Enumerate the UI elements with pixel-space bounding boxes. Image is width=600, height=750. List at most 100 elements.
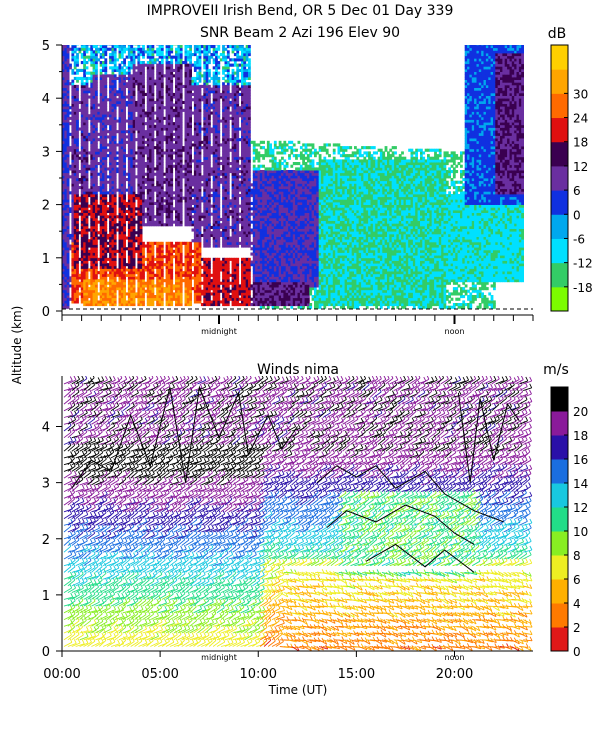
snr-cell	[127, 114, 131, 118]
snr-cell	[62, 276, 65, 280]
snr-cell	[62, 257, 65, 261]
snr-cell	[203, 164, 207, 168]
snr-cell	[66, 183, 70, 187]
snr-cell	[123, 292, 126, 296]
snr-cell	[90, 130, 94, 134]
snr-cell	[113, 95, 117, 99]
snr-cell	[111, 279, 115, 283]
snr-cell	[127, 231, 131, 235]
snr-cell	[66, 223, 70, 227]
snr-cell	[64, 194, 68, 198]
snr-cell	[113, 76, 117, 80]
snr-cell	[182, 167, 185, 171]
snr-cell	[109, 114, 112, 118]
snr-cell	[175, 74, 178, 78]
snr-cell	[104, 212, 108, 216]
snr-cell	[80, 53, 84, 57]
snr-cell	[127, 124, 131, 128]
snr-cell	[80, 156, 84, 160]
snr-cell	[113, 124, 117, 128]
snr-cell	[71, 228, 75, 232]
snr-cell	[64, 233, 68, 237]
snr-cell	[95, 204, 98, 208]
snr-cell	[170, 180, 174, 184]
snr-cell	[104, 74, 108, 78]
snr-cell	[83, 196, 86, 200]
snr-cell	[186, 100, 190, 104]
snr-cell	[198, 284, 202, 288]
snr-cell	[120, 186, 124, 190]
snr-cell	[92, 225, 96, 229]
snr-cell	[160, 212, 164, 216]
snr-cell	[208, 273, 211, 277]
snr-cell	[83, 231, 86, 235]
snr-cell	[95, 207, 98, 211]
snr-cell	[90, 212, 94, 216]
snr-cell	[113, 186, 117, 190]
snr-cell	[186, 98, 190, 102]
snr-cell	[186, 260, 190, 264]
snr-cell	[62, 249, 65, 253]
snr-cell	[156, 279, 159, 283]
snr-cell	[139, 74, 143, 78]
snr-cell	[111, 204, 115, 208]
snr-cell	[104, 106, 108, 110]
snr-cell	[80, 297, 84, 301]
snr-cell	[80, 255, 84, 259]
snr-cell	[186, 106, 190, 110]
snr-cell	[95, 87, 98, 91]
snr-cell	[165, 260, 169, 264]
snr-cell	[118, 162, 122, 166]
snr-cell	[90, 170, 94, 174]
snr-cell	[99, 108, 103, 112]
snr-cell	[83, 220, 86, 224]
snr-cell	[66, 164, 70, 168]
snr-cell	[95, 247, 98, 251]
snr-cell	[113, 220, 117, 224]
snr-cell	[90, 191, 94, 195]
snr-cell	[170, 154, 174, 158]
snr-cell	[113, 100, 117, 104]
snr-cell	[80, 209, 84, 213]
snr-cell	[151, 98, 155, 102]
snr-cell	[127, 287, 131, 291]
snr-cell	[139, 53, 143, 57]
snr-cell	[118, 209, 122, 213]
snr-cell	[203, 204, 207, 208]
snr-cell	[175, 140, 178, 144]
snr-cell	[92, 124, 96, 128]
snr-cell	[118, 92, 122, 96]
snr-cell	[177, 164, 181, 168]
snr-cell	[95, 106, 98, 110]
snr-cell	[203, 297, 207, 301]
snr-cell	[186, 217, 190, 221]
snr-cell	[177, 167, 181, 171]
snr-cell	[191, 263, 195, 267]
snr-cell	[76, 92, 79, 96]
snr-cell	[106, 135, 110, 139]
snr-cell	[203, 119, 207, 123]
snr-cell	[106, 207, 110, 211]
snr-cell	[191, 287, 195, 291]
snr-cell	[73, 135, 77, 139]
snr-cell	[64, 263, 68, 267]
snr-cell	[85, 50, 89, 54]
snr-cell	[123, 178, 126, 182]
snr-cell	[64, 156, 68, 160]
snr-cell	[99, 124, 103, 128]
snr-cell	[111, 76, 115, 80]
snr-cell	[130, 98, 134, 102]
snr-cell	[76, 143, 79, 147]
snr-cell	[104, 284, 108, 288]
snr-cell	[160, 58, 164, 62]
snr-cell	[111, 257, 115, 261]
snr-cell	[186, 66, 190, 70]
snr-cell	[104, 76, 108, 80]
snr-cell	[186, 194, 190, 198]
snr-cell	[170, 114, 174, 118]
snr-cell	[83, 191, 86, 195]
snr-cell	[71, 279, 75, 283]
snr-cell	[78, 170, 82, 174]
snr-cell	[66, 103, 70, 107]
snr-cell	[189, 47, 192, 51]
